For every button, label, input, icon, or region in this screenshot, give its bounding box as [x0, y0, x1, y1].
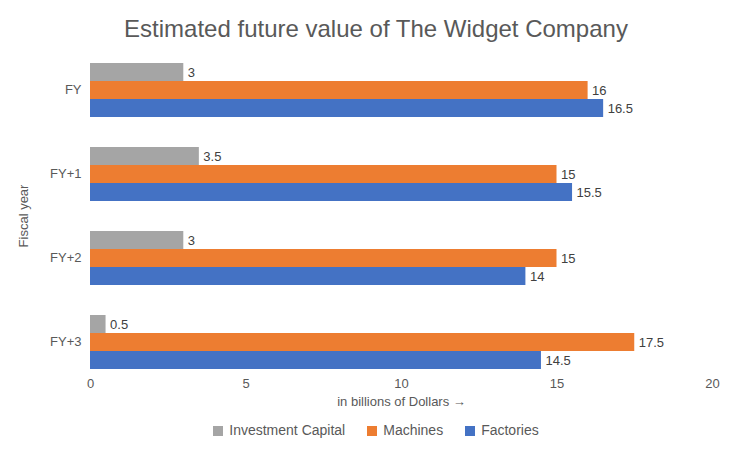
- svg-text:FY+2: FY+2: [50, 250, 81, 265]
- svg-text:14: 14: [530, 269, 544, 284]
- svg-text:FY: FY: [65, 82, 82, 97]
- svg-text:3: 3: [188, 65, 195, 80]
- html-text:Investment Capital: Investment Capital: [229, 422, 346, 438]
- svg-text:10: 10: [394, 376, 408, 391]
- svg-text:Fiscal year: Fiscal year: [16, 184, 31, 248]
- svg-text:3.5: 3.5: [203, 149, 221, 164]
- svg-text:14.5: 14.5: [545, 353, 570, 368]
- html-text:Factories: Factories: [481, 422, 539, 438]
- svg-text:15: 15: [561, 251, 575, 266]
- html-text:Estimated future value of The: Estimated future value of The Widget Com…: [124, 15, 628, 42]
- svg-text:16.5: 16.5: [608, 101, 633, 116]
- svg-text:0.5: 0.5: [110, 317, 128, 332]
- svg-text:FY+1: FY+1: [50, 166, 81, 181]
- svg-text:15.5: 15.5: [577, 185, 602, 200]
- svg-text:15: 15: [550, 376, 564, 391]
- svg-text:in billions of Dollars →: in billions of Dollars →: [337, 394, 466, 409]
- svg-text:17.5: 17.5: [639, 335, 664, 350]
- svg-text:15: 15: [561, 167, 575, 182]
- html-text:Machines: Machines: [383, 422, 444, 438]
- svg-text:20: 20: [705, 376, 719, 391]
- svg-text:3: 3: [188, 233, 195, 248]
- svg-text:0: 0: [87, 376, 94, 391]
- svg-text:16: 16: [592, 83, 606, 98]
- svg-text:FY+3: FY+3: [50, 334, 81, 349]
- svg-text:5: 5: [242, 376, 249, 391]
